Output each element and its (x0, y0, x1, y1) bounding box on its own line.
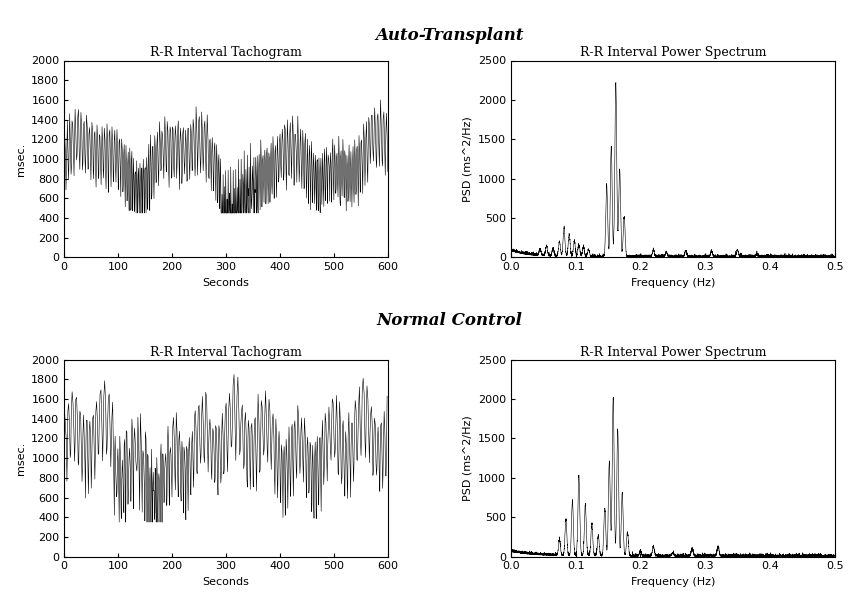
X-axis label: Frequency (Hz): Frequency (Hz) (631, 577, 715, 587)
Y-axis label: msec.: msec. (15, 442, 26, 475)
Text: Auto-Transplant: Auto-Transplant (375, 27, 524, 44)
Y-axis label: msec.: msec. (15, 142, 26, 175)
Title: R-R Interval Power Spectrum: R-R Interval Power Spectrum (580, 47, 766, 59)
Title: R-R Interval Tachogram: R-R Interval Tachogram (150, 47, 302, 59)
Title: R-R Interval Tachogram: R-R Interval Tachogram (150, 345, 302, 359)
X-axis label: Frequency (Hz): Frequency (Hz) (631, 278, 715, 288)
X-axis label: Seconds: Seconds (203, 278, 249, 288)
Y-axis label: PSD (ms^2/Hz): PSD (ms^2/Hz) (462, 116, 473, 202)
Title: R-R Interval Power Spectrum: R-R Interval Power Spectrum (580, 345, 766, 359)
X-axis label: Seconds: Seconds (203, 577, 249, 587)
Y-axis label: PSD (ms^2/Hz): PSD (ms^2/Hz) (462, 415, 473, 501)
Text: Normal Control: Normal Control (377, 312, 522, 329)
